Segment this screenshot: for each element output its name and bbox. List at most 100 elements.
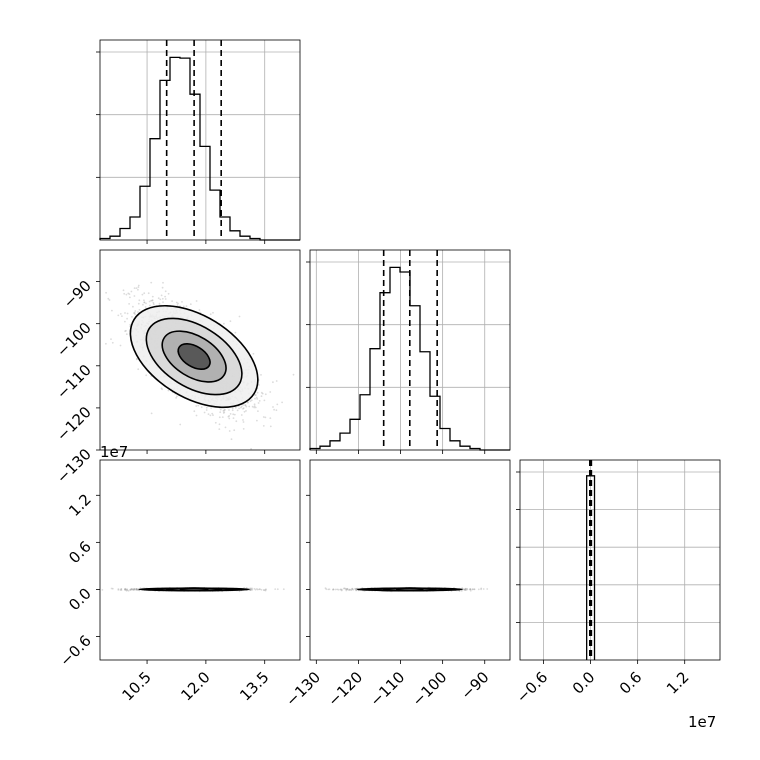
scatter-point — [151, 299, 154, 302]
scatter-point — [119, 313, 122, 315]
scatter-point — [254, 394, 256, 396]
scatter-point — [127, 292, 130, 295]
scatter-point — [229, 413, 232, 415]
scatter-point — [242, 408, 244, 410]
scatter-point — [257, 402, 260, 404]
scatter-point — [228, 415, 231, 417]
scatter-point — [124, 312, 126, 314]
scatter-point — [150, 412, 153, 415]
scatter-point — [124, 320, 126, 323]
scatter-point — [149, 304, 151, 307]
scatter-point — [203, 411, 206, 414]
scatter-point — [263, 589, 266, 592]
histogram-step — [309, 266, 510, 451]
scatter-point — [272, 406, 274, 408]
scatter-point — [254, 406, 257, 409]
scatter-point — [332, 588, 335, 591]
scatter-point — [105, 291, 107, 294]
scatter-point — [128, 293, 131, 295]
scatter-point — [137, 368, 140, 371]
scatter-point — [177, 302, 179, 305]
histogram-frame — [309, 249, 511, 451]
scatter-point — [250, 399, 253, 402]
scatter-point — [324, 587, 327, 590]
scatter-point — [162, 281, 164, 284]
scatter-point — [234, 406, 237, 409]
scatter-point — [193, 410, 196, 413]
scatter-point — [143, 292, 146, 295]
scatter-point — [143, 301, 146, 304]
scatter-point — [133, 295, 136, 297]
scatter-point — [167, 292, 170, 295]
scatter-point — [117, 314, 120, 317]
scatter-point — [185, 305, 188, 307]
scatter-point — [275, 409, 278, 412]
scatter-point — [129, 296, 131, 299]
scatter-point — [269, 391, 272, 393]
scatter-point — [127, 589, 130, 592]
scatter-point — [263, 399, 266, 402]
scatter-point — [133, 311, 136, 314]
scatter-point — [275, 380, 278, 382]
scatter-point — [207, 413, 210, 415]
scatter-point — [231, 409, 234, 412]
scatter-point — [126, 317, 128, 320]
scatter-point — [274, 588, 277, 590]
scatter-point — [145, 374, 148, 377]
scatter-panel-p0-p2 — [96, 459, 301, 664]
scatter-point — [138, 308, 141, 311]
scatter-point — [182, 305, 185, 308]
scatter-point — [229, 320, 232, 323]
scatter-point — [256, 419, 258, 422]
scatter-point — [255, 396, 258, 399]
scatter-point — [273, 408, 275, 411]
scatter-point — [292, 373, 295, 376]
histogram-step — [99, 56, 300, 241]
scatter-point — [175, 301, 178, 304]
scatter-point — [234, 331, 237, 334]
scatter-point — [197, 404, 200, 407]
scatter-point — [253, 403, 256, 406]
scatter-point — [219, 411, 222, 414]
scatter-point — [152, 303, 155, 306]
scatter-point — [125, 329, 127, 332]
scatter-point — [276, 588, 279, 591]
scatter-point — [256, 391, 259, 394]
density-contour — [179, 587, 209, 592]
scatter-point — [171, 300, 174, 302]
scatter-point — [126, 588, 129, 591]
scatter-point — [133, 587, 135, 590]
scatter-point — [240, 406, 242, 409]
scatter-point — [282, 588, 285, 591]
scatter-point — [228, 430, 231, 432]
scatter-point — [122, 289, 125, 292]
scatter-point — [209, 414, 212, 417]
scatter-point — [211, 412, 214, 415]
scatter-point — [143, 299, 145, 302]
scatter-point — [125, 333, 128, 336]
scatter-point — [245, 405, 248, 408]
scatter-point — [150, 281, 153, 284]
scatter-point — [227, 415, 230, 418]
scatter-point — [137, 311, 139, 313]
scatter-point — [222, 410, 225, 412]
scatter-panel-p1-p2 — [306, 459, 511, 664]
scatter-point — [162, 301, 164, 304]
scatter-point — [209, 313, 212, 316]
scatter-point — [205, 409, 208, 411]
scatter-point — [161, 388, 164, 391]
scatter-point — [260, 395, 263, 398]
scatter-point — [160, 387, 163, 390]
scatter-point — [224, 426, 227, 429]
scatter-point — [252, 352, 255, 355]
scatter-point — [134, 313, 136, 315]
scatter-point — [111, 309, 113, 312]
scatter-point — [256, 588, 259, 591]
scatter-point — [253, 587, 256, 590]
scatter-point — [221, 416, 224, 418]
scatter-point — [230, 438, 233, 441]
scatter-point — [131, 316, 133, 318]
scatter-point — [145, 302, 147, 305]
scatter-point — [142, 303, 144, 306]
scatter-point — [181, 301, 183, 303]
